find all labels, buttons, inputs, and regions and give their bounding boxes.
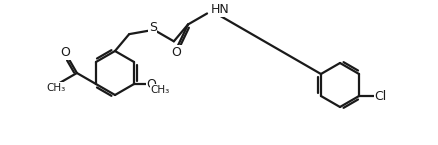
- Text: CH₃: CH₃: [151, 85, 170, 95]
- Text: HN: HN: [211, 3, 230, 16]
- Text: S: S: [149, 21, 157, 34]
- Text: O: O: [60, 46, 70, 59]
- Text: O: O: [146, 77, 156, 90]
- Text: CH₃: CH₃: [46, 83, 65, 93]
- Text: Cl: Cl: [374, 89, 387, 103]
- Text: O: O: [171, 46, 181, 59]
